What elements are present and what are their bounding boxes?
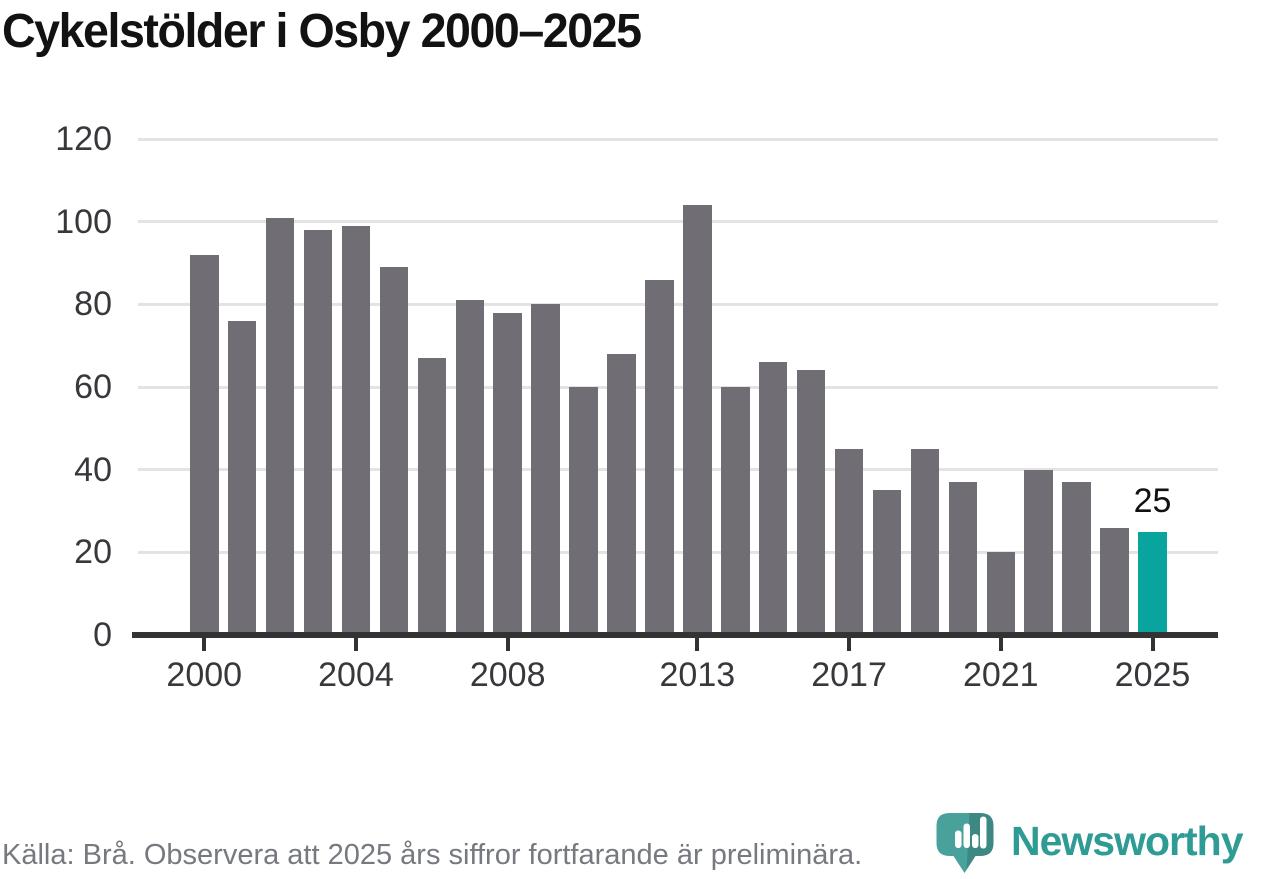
x-axis-tick-label: 2017: [811, 656, 887, 694]
bar-value-label-2025: 25: [1133, 481, 1172, 520]
gridline-y-120: [138, 137, 1218, 141]
x-axis-line: [132, 632, 1218, 638]
x-axis-tick-2021: [998, 637, 1003, 651]
bar-2012: [645, 279, 674, 635]
bar-2005: [379, 267, 409, 635]
bar-2010: [569, 387, 598, 635]
x-axis-tick-label: 2013: [659, 656, 736, 694]
bar-2022: [1024, 469, 1053, 635]
bar-2003: [303, 229, 333, 635]
y-axis-tick-label: 0: [93, 616, 112, 654]
gridline-y-20: [138, 550, 1218, 554]
bar-2006: [417, 358, 447, 635]
bar-2014: [721, 387, 750, 635]
bar-2011: [607, 353, 636, 635]
bar-2015: [758, 362, 788, 635]
x-axis-tick-label: 2021: [962, 656, 1039, 694]
x-axis-tick-2017: [847, 637, 852, 651]
newsworthy-logo: Newsworthy: [936, 813, 1243, 875]
gridline-y-40: [138, 468, 1218, 472]
newsworthy-wordmark: Newsworthy: [1011, 818, 1243, 864]
source-note: Källa: Brå. Observera att 2025 års siffr…: [2, 839, 863, 871]
gridline-y-80: [138, 302, 1218, 306]
bar-2018: [872, 490, 902, 635]
bar-2009: [531, 304, 560, 635]
bar-2021: [986, 552, 1016, 635]
bar-2020: [948, 482, 978, 635]
bar-2007: [455, 300, 484, 635]
bar-2025: [1138, 531, 1167, 635]
bar-2017: [834, 449, 864, 635]
x-axis-tick-label: 2004: [318, 656, 394, 694]
bar-2019: [910, 449, 940, 635]
bar-2013: [683, 205, 712, 635]
bar-2002: [265, 217, 295, 635]
x-axis-tick-2008: [505, 637, 510, 651]
x-axis-tick-2000: [202, 637, 207, 651]
bar-2004: [341, 225, 371, 635]
newsworthy-pin-barchart-icon: [936, 813, 994, 873]
x-axis-tick-2004: [353, 637, 358, 651]
y-axis-tick-label: 80: [74, 285, 112, 324]
y-axis-tick-label: 20: [74, 533, 112, 572]
bar-2000: [190, 254, 219, 635]
bar-2016: [796, 370, 826, 635]
bar-2008: [493, 312, 522, 635]
chart-title: Cykelstölder i Osby 2000–2025: [2, 5, 642, 58]
x-axis-tick-2013: [695, 637, 700, 651]
x-axis-tick-2025: [1150, 637, 1155, 651]
gridline-y-60: [138, 385, 1218, 389]
y-axis-tick-label: 40: [74, 450, 112, 489]
gridline-y-100: [138, 220, 1218, 224]
x-axis-tick-label: 2000: [166, 656, 243, 694]
y-axis-tick-label: 100: [55, 202, 112, 241]
bar-2023: [1062, 482, 1091, 635]
bar-2024: [1100, 527, 1129, 635]
y-axis-tick-label: 120: [55, 120, 112, 158]
x-axis-tick-label: 2008: [469, 656, 546, 694]
bar-2001: [227, 320, 257, 635]
x-axis-tick-label: 2025: [1114, 656, 1191, 694]
y-axis-tick-label: 60: [74, 368, 112, 406]
